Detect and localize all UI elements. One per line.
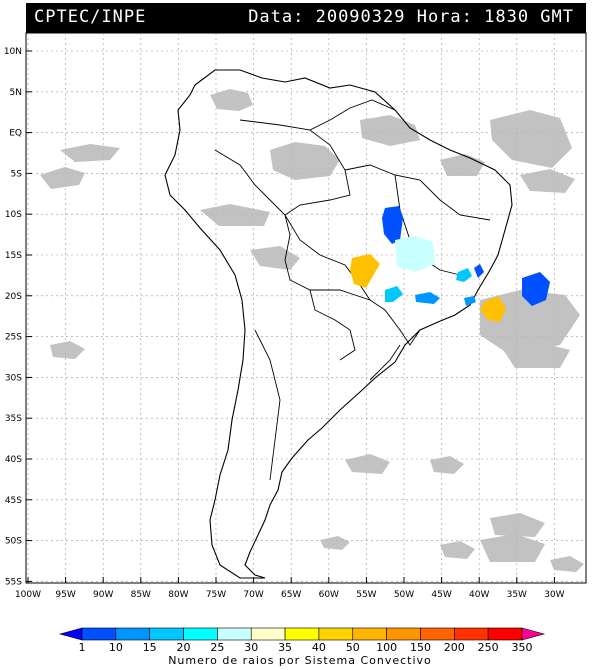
colorbar-label: 30 [244, 641, 258, 654]
lat-label: 10N [4, 47, 22, 57]
colorbar-right-arrow [521, 627, 546, 641]
map-header: CPTEC/INPE Data: 20090329 Hora: 1830 GMT [26, 3, 586, 33]
colorbar-label: 15 [143, 641, 157, 654]
cloud-patch [270, 142, 340, 180]
colorbar-left-arrow [58, 627, 83, 641]
cloud-patch [430, 456, 464, 474]
lat-label: 20S [5, 292, 22, 302]
longitude-labels: 100W 95W 90W 85W 80W 75W 70W 65W 60W 55W 50W 45W 40W… [15, 590, 565, 600]
system-lightcyan [395, 236, 435, 272]
lon-label: 35W [507, 590, 527, 600]
south-america-outline [164, 69, 513, 579]
cloud-patch [345, 454, 390, 474]
cloud-patch [550, 556, 584, 572]
cloud-patch [440, 541, 475, 559]
lon-label: 60W [319, 590, 339, 600]
colorbar-swatch [115, 627, 150, 641]
colorbar-swatch [454, 627, 489, 641]
system-blue-2 [522, 272, 550, 306]
colorbar-label: 10 [109, 641, 123, 654]
cloud-patch [520, 169, 575, 193]
colorbar-label: 25 [210, 641, 224, 654]
system-orange [350, 254, 380, 288]
colorbar-swatch [250, 627, 286, 641]
colorbar-swatch [420, 627, 455, 641]
lat-label: 15S [5, 251, 22, 261]
colorbar-swatch [352, 627, 387, 641]
colorbar-swatch [149, 627, 184, 641]
lon-label: 55W [356, 590, 376, 600]
lat-label: EQ [9, 129, 22, 139]
lat-label: 40S [5, 455, 22, 465]
lon-label: 30W [544, 590, 564, 600]
colorbar [58, 627, 546, 641]
colorbar-label: 150 [410, 641, 431, 654]
lon-label: 40W [469, 590, 489, 600]
cloud-patch [490, 110, 572, 168]
header-date-time: Data: 20090329 Hora: 1830 GMT [248, 7, 574, 27]
cloud-patch [480, 534, 545, 562]
colorbar-swatch [183, 627, 218, 641]
lat-label: 5S [11, 169, 23, 179]
latitude-labels: 10N 5N EQ 5S 10S 15S 20S 25S 30S 35S 40S 45S 50S 55S [4, 47, 22, 587]
lon-label: 75W [206, 590, 226, 600]
lon-label: 85W [131, 590, 151, 600]
cloud-patch [40, 167, 85, 189]
system-mid-blue-2 [464, 296, 476, 306]
colorbar-label: 250 [478, 641, 499, 654]
colorbar-swatch [284, 627, 320, 641]
colorbar-label: 100 [376, 641, 397, 654]
cloud-patch [60, 144, 120, 162]
lon-label: 95W [55, 590, 75, 600]
lat-label: 50S [5, 537, 22, 547]
cloud-patch [480, 290, 580, 355]
system-orange-2 [480, 296, 506, 322]
system-mid-blue [415, 292, 440, 304]
lat-label: 35S [5, 414, 22, 424]
cloud-patch [250, 246, 300, 270]
cloud-cover [40, 89, 584, 572]
lon-label: 100W [15, 590, 41, 600]
system-cyan [385, 286, 403, 302]
colorbar-label: 20 [177, 641, 191, 654]
lightning-systems [350, 206, 550, 322]
lat-label: 45S [5, 496, 22, 506]
colorbar-swatch [81, 627, 117, 641]
colorbar-label: 1 [79, 641, 86, 654]
lat-label: 25S [5, 333, 22, 343]
cloud-patch [200, 204, 270, 226]
colorbar-swatch [318, 627, 354, 641]
header-source: CPTEC/INPE [34, 7, 147, 27]
colorbar-swatch [217, 627, 252, 641]
colorbar-label: 200 [444, 641, 465, 654]
system-blue-3 [474, 264, 484, 278]
lon-label: 80W [168, 590, 188, 600]
colorbar-title: Numero de raios por Sistema Convectivo [168, 654, 432, 667]
cloud-patch [490, 513, 545, 537]
system-blue [382, 206, 403, 244]
cloud-patch [50, 341, 85, 359]
colorbar-labels: 1 10 15 20 25 30 35 40 50 100 150 200 250 350 [79, 641, 533, 654]
lat-label: 30S [5, 373, 22, 383]
cloud-patch [500, 340, 570, 368]
lon-label: 50W [394, 590, 414, 600]
lon-label: 65W [281, 590, 301, 600]
colorbar-label: 35 [278, 641, 292, 654]
cloud-patch [210, 89, 253, 111]
lat-label: 5N [10, 88, 22, 98]
colorbar-swatch [487, 627, 523, 641]
system-cyan-2 [456, 268, 472, 282]
lon-label: 70W [243, 590, 263, 600]
colorbar-swatch [386, 627, 421, 641]
colorbar-label: 50 [346, 641, 360, 654]
lat-label: 10S [5, 210, 22, 220]
lat-label: 55S [5, 577, 22, 587]
colorbar-label: 350 [512, 641, 533, 654]
cloud-patch [320, 536, 350, 550]
lon-label: 45W [431, 590, 451, 600]
lon-label: 90W [93, 590, 113, 600]
colorbar-label: 40 [312, 641, 326, 654]
